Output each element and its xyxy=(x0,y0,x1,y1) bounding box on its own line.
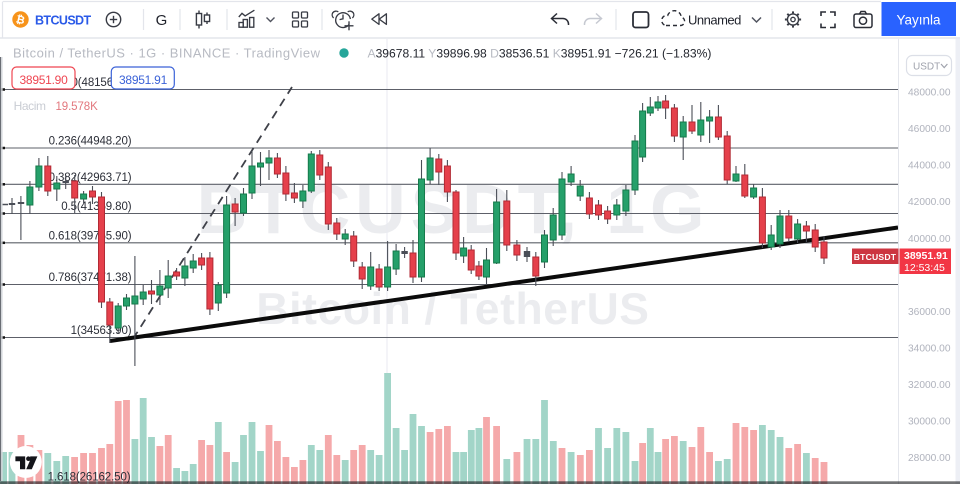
svg-text:40000.00: 40000.00 xyxy=(908,234,951,245)
svg-text:38951.90: 38951.90 xyxy=(19,73,68,87)
svg-text:1(34563.90): 1(34563.90) xyxy=(71,325,132,337)
svg-text:BTCUSDT: BTCUSDT xyxy=(854,252,897,262)
svg-text:32000.00: 32000.00 xyxy=(908,380,951,391)
svg-text:0.618(39755.90): 0.618(39755.90) xyxy=(49,230,132,242)
svg-text:A39678.11 Y39896.98 D38536.51: A39678.11 Y39896.98 D38536.51 K38951.91 … xyxy=(368,47,712,61)
svg-text:12:53:45: 12:53:45 xyxy=(904,262,945,274)
svg-text:30000.00: 30000.00 xyxy=(908,417,951,428)
svg-text:38951.91: 38951.91 xyxy=(904,250,948,262)
svg-text:G: G xyxy=(156,12,168,29)
svg-text:44000.00: 44000.00 xyxy=(908,161,951,172)
svg-text:36000.00: 36000.00 xyxy=(908,307,951,318)
svg-text:Bitcoin / TetherUS · 1G · BINA: Bitcoin / TetherUS · 1G · BINANCE · Trad… xyxy=(13,46,321,61)
svg-text:19.578K: 19.578K xyxy=(56,101,99,113)
svg-text:34000.00: 34000.00 xyxy=(908,343,951,354)
svg-text:BTCUSDT: BTCUSDT xyxy=(35,14,91,28)
svg-text:48000.00: 48000.00 xyxy=(908,88,951,99)
svg-text:USDT: USDT xyxy=(913,62,940,73)
svg-text:46000.00: 46000.00 xyxy=(908,124,951,135)
svg-text:38951.91: 38951.91 xyxy=(119,73,168,87)
svg-text:0.382(42963.71): 0.382(42963.71) xyxy=(49,172,132,184)
svg-text:Yayınla: Yayınla xyxy=(896,13,941,28)
svg-text:0.5(41359.80): 0.5(41359.80) xyxy=(61,201,132,213)
svg-text:₿: ₿ xyxy=(15,13,27,27)
svg-text:Unnamed: Unnamed xyxy=(688,13,741,28)
svg-text:42000.00: 42000.00 xyxy=(908,197,951,208)
svg-text:0.786(37471.38): 0.786(37471.38) xyxy=(49,272,132,284)
svg-text:1.618(26162.50): 1.618(26162.50) xyxy=(48,472,131,484)
svg-text:28000.00: 28000.00 xyxy=(908,453,951,464)
svg-text:Hacim: Hacim xyxy=(14,99,46,113)
svg-text:0.236(44948.20): 0.236(44948.20) xyxy=(49,136,132,148)
